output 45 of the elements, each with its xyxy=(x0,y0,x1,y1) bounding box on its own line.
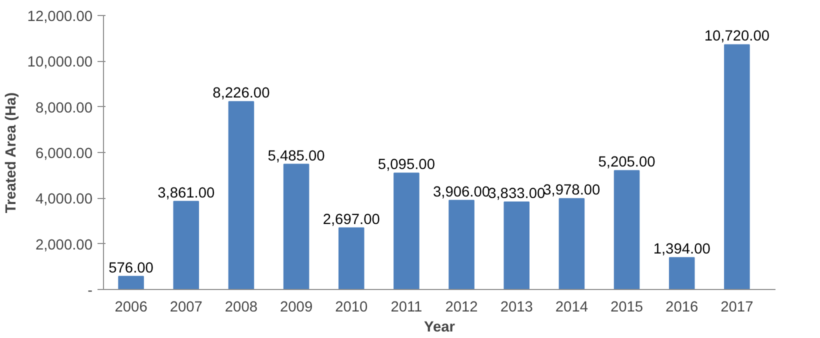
bar xyxy=(504,201,530,290)
data-label: 1,394.00 xyxy=(653,242,710,258)
data-label: 8,226.00 xyxy=(212,86,270,102)
x-tick-label: 2017 xyxy=(720,300,754,316)
bar xyxy=(338,227,364,290)
y-tick-label: 8,000.00 xyxy=(35,100,93,116)
x-tick-label: 2008 xyxy=(224,300,258,316)
data-label: 3,861.00 xyxy=(158,185,215,202)
data-label: 2,697.00 xyxy=(322,212,380,228)
data-label: 5,205.00 xyxy=(598,154,656,171)
x-tick-label: 2016 xyxy=(666,300,698,316)
x-tick-label: 2010 xyxy=(335,300,368,316)
bar xyxy=(724,44,750,290)
x-tick-label: 2009 xyxy=(280,300,313,316)
bar xyxy=(173,200,200,290)
bar xyxy=(448,200,474,290)
x-axis-title: Year xyxy=(424,320,456,336)
x-tick-label: 2011 xyxy=(390,300,422,316)
y-tick-label: 10,000.00 xyxy=(27,54,92,71)
x-tick-label: 2014 xyxy=(555,300,588,316)
bar xyxy=(283,164,310,290)
data-label: 3,833.00 xyxy=(488,186,546,202)
y-tick-label: 6,000.00 xyxy=(35,146,93,162)
bar xyxy=(228,101,254,290)
bar xyxy=(668,257,695,290)
y-tick-label: 2,000.00 xyxy=(35,237,93,254)
bar xyxy=(118,276,144,290)
y-tick-label: - xyxy=(88,283,93,299)
data-label: 576.00 xyxy=(108,260,154,276)
bar xyxy=(614,170,640,290)
x-tick-label: 2013 xyxy=(500,300,533,316)
x-tick-label: 2007 xyxy=(170,300,202,316)
data-label: 10,720.00 xyxy=(704,28,770,45)
y-axis-title: Treated Area (Ha) xyxy=(3,92,20,214)
x-tick-label: 2006 xyxy=(114,300,148,316)
bar xyxy=(394,172,420,290)
data-label: 3,906.00 xyxy=(433,184,490,200)
data-label: 5,095.00 xyxy=(378,157,435,174)
x-tick-label: 2012 xyxy=(445,300,478,316)
x-tick-label: 2015 xyxy=(610,300,644,316)
data-label: 5,485.00 xyxy=(268,148,325,164)
y-tick-label: 12,000.00 xyxy=(27,9,92,25)
data-label: 3,978.00 xyxy=(543,182,600,199)
y-tick-label: 4,000.00 xyxy=(35,192,93,208)
bar xyxy=(558,198,585,290)
